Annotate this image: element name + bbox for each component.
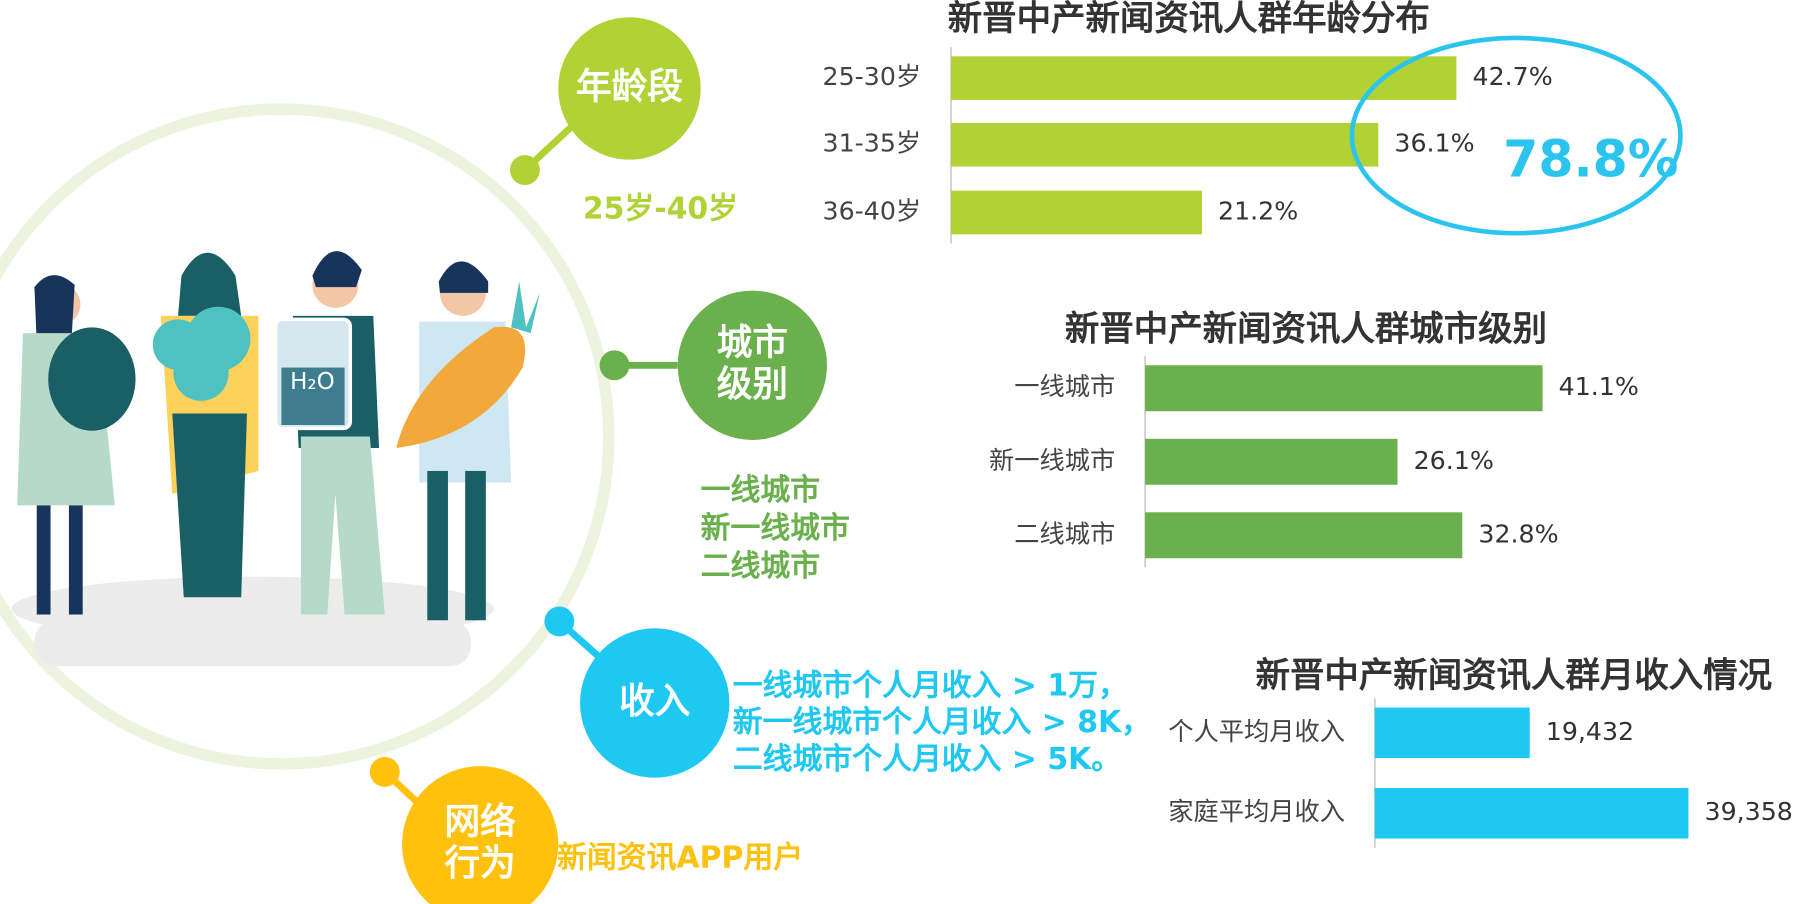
bar <box>1374 787 1689 839</box>
section-text: 新闻资讯APP用户 <box>557 841 803 876</box>
category-label: 31-35岁 <box>823 129 922 158</box>
category-label: 25-30岁 <box>823 62 922 91</box>
bar <box>1145 365 1543 412</box>
bar <box>1145 512 1463 559</box>
section-text: 新一线城市个人月收入 > 8K， <box>733 705 1151 740</box>
bar <box>951 122 1379 167</box>
category-label: 家庭平均月收入 <box>1168 797 1345 826</box>
section-circle <box>677 290 827 440</box>
value-label: 26.1% <box>1414 446 1494 475</box>
value-label: 36.1% <box>1394 129 1474 158</box>
section-text: 25岁-40岁 <box>583 192 738 227</box>
annotation: 78.8% <box>1503 130 1678 189</box>
category-label: 36-40岁 <box>823 197 922 226</box>
chart-title: 新晋中产新闻资讯人群月收入情况 <box>1256 656 1773 696</box>
bar <box>951 56 1457 100</box>
value-label: 41.1% <box>1559 372 1639 401</box>
decor-ring <box>0 103 615 770</box>
bar <box>1145 438 1398 485</box>
section-circle <box>402 766 559 904</box>
category-label: 一线城市 <box>1014 372 1115 401</box>
svg-text:H₂O: H₂O <box>290 369 335 395</box>
annotation-ellipse <box>1349 35 1683 236</box>
value-label: 39,358 <box>1705 797 1793 826</box>
illustration: H₂O <box>11 251 540 667</box>
connectors <box>369 121 678 807</box>
category-label: 二线城市 <box>1014 519 1115 548</box>
section-circle <box>558 17 701 160</box>
section-circle <box>580 628 730 778</box>
section-text: 二线城市个人月收入 > 5K。 <box>733 742 1121 777</box>
chart-title: 新晋中产新闻资讯人群城市级别 <box>1065 309 1547 349</box>
section-label: 级别 <box>717 364 788 405</box>
bar <box>951 190 1202 235</box>
section-label: 城市 <box>717 323 788 364</box>
section-text: 新一线城市 <box>701 511 850 546</box>
category-label: 个人平均月收入 <box>1168 717 1345 746</box>
bar <box>1374 707 1530 759</box>
value-label: 21.2% <box>1218 197 1298 226</box>
section-label: 收入 <box>619 681 691 722</box>
section-text: 一线城市个人月收入 > 1万， <box>733 668 1128 703</box>
category-label: 新一线城市 <box>989 446 1115 475</box>
value-label: 32.8% <box>1478 519 1558 548</box>
value-label: 19,432 <box>1546 717 1634 746</box>
section-text: 二线城市 <box>701 549 820 584</box>
chart-title: 新晋中产新闻资讯人群年龄分布 <box>948 0 1430 39</box>
section-label: 网络 <box>445 802 517 843</box>
section-text: 一线城市 <box>701 473 820 508</box>
value-label: 42.7% <box>1473 62 1553 91</box>
section-label: 行为 <box>445 843 516 884</box>
section-label: 年龄段 <box>576 66 683 107</box>
